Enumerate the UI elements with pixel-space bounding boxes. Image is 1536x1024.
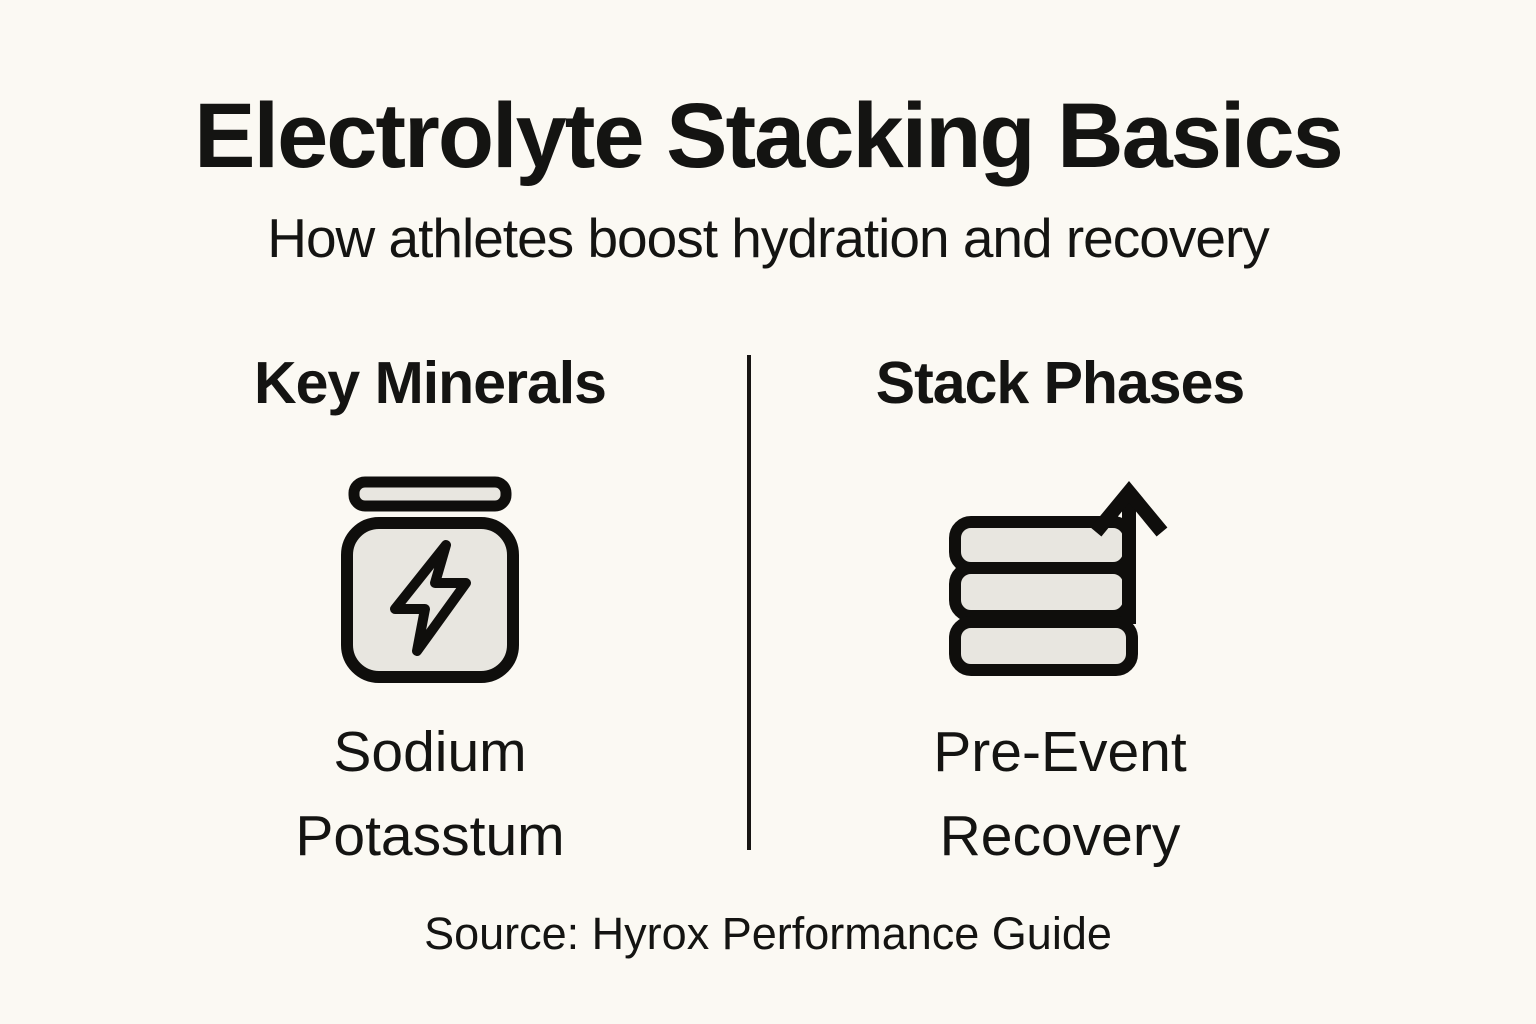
supplement-jar-lightning-icon [341,475,519,688]
page-title: Electrolyte Stacking Basics [194,85,1344,187]
icon-box [341,456,519,706]
item-label: Pre-Event [933,720,1187,784]
column-items: Pre-Event Recovery [933,710,1186,878]
column-heading: Key Minerals [254,350,607,416]
column-key-minerals: Key Minerals Sodium Potasstum [100,348,760,878]
column-items: Sodium Potasstum [295,710,564,878]
stack-up-arrow-icon [945,476,1175,687]
item-label: Recovery [939,804,1181,868]
item-label: Potasstum [295,804,565,868]
column-heading: Stack Phases [875,350,1245,416]
page-subtitle: How athletes boost hydration and recover… [267,207,1270,269]
column-stack-phases: Stack Phases Pre-Event Recovery [730,348,1390,878]
icon-box [945,456,1175,706]
source-caption: Source: Hyrox Performance Guide [424,908,1112,959]
item-label: Sodium [333,720,527,784]
column-divider [747,355,751,850]
